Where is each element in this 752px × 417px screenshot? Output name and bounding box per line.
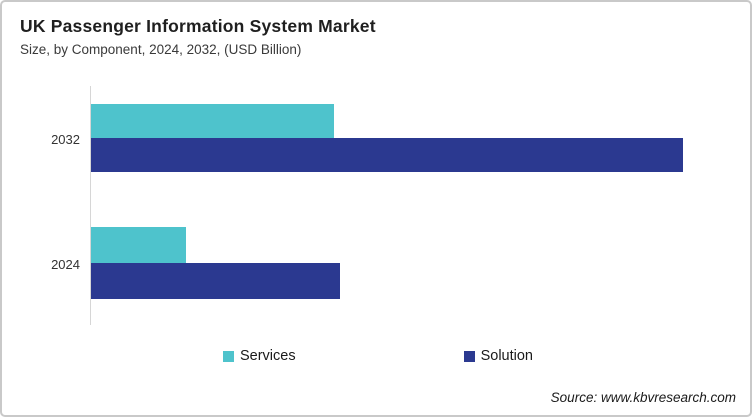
y-axis-line xyxy=(90,86,91,325)
services-swatch-icon xyxy=(222,350,234,362)
legend-item-solution: Solution xyxy=(463,348,533,364)
source-text: Source: www.kbvresearch.com xyxy=(550,390,736,405)
legend-label-services: Services xyxy=(239,348,296,364)
bar-solution-2032 xyxy=(91,138,683,172)
chart-title: UK Passenger Information System Market xyxy=(20,16,376,36)
bar-solution-2024 xyxy=(91,263,340,299)
legend-item-services: Services xyxy=(222,348,296,364)
chart-subtitle: Size, by Component, 2024, 2032, (USD Bil… xyxy=(20,42,302,57)
legend-label-solution: Solution xyxy=(480,348,533,364)
bar-services-2032 xyxy=(91,104,334,138)
solution-swatch-icon xyxy=(463,350,475,362)
y-tick-label-2024: 2024 xyxy=(51,257,80,272)
y-tick-label-2032: 2032 xyxy=(51,132,80,147)
legend: Services Solution xyxy=(2,348,750,364)
bar-services-2024 xyxy=(91,227,186,263)
